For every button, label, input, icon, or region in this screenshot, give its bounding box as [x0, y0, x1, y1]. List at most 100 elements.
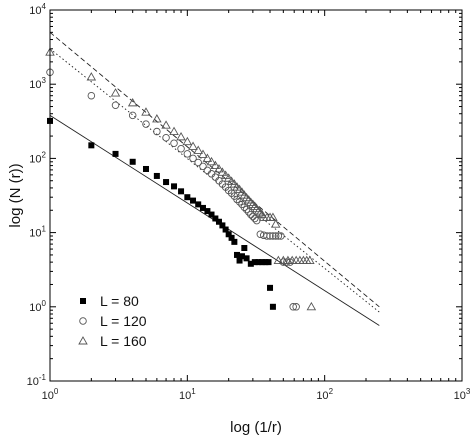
- data-point: [88, 142, 95, 149]
- data-point: [188, 141, 198, 150]
- data-point: [268, 212, 278, 221]
- data-point: [153, 172, 160, 179]
- data-point: [241, 245, 248, 252]
- x-tick-label: 103: [454, 387, 471, 402]
- data-point: [112, 150, 119, 157]
- data-point: [225, 231, 232, 238]
- data-point: [198, 149, 208, 158]
- data-point: [263, 232, 271, 240]
- data-point: [236, 257, 243, 264]
- x-tick-labels: 100 101 102 103: [42, 387, 471, 402]
- data-point: [251, 214, 259, 223]
- data-point: [142, 165, 149, 172]
- data-point: [289, 303, 297, 311]
- data-point: [199, 162, 207, 171]
- data-point: [247, 210, 255, 219]
- data-point: [248, 199, 258, 208]
- legend-label: L = 160: [100, 333, 147, 349]
- data-point: [189, 154, 197, 163]
- y-tick-labels: 10-1 100 101 102 103 104: [27, 2, 47, 388]
- y-tick-label: 101: [29, 225, 46, 240]
- data-point: [238, 253, 245, 260]
- data-point: [241, 192, 252, 202]
- data-point: [292, 303, 300, 311]
- y-tick-label: 100: [29, 299, 46, 314]
- data-point: [228, 234, 235, 241]
- data-point: [231, 238, 238, 245]
- data-point: [233, 195, 241, 204]
- data-point: [256, 230, 265, 239]
- fit-lines: [49, 31, 380, 326]
- data-point: [177, 144, 185, 153]
- legend-marker: [80, 298, 86, 304]
- x-tick-label: 100: [42, 387, 59, 402]
- legend-marker: [79, 317, 87, 325]
- data-point: [220, 170, 231, 179]
- data-point: [269, 232, 277, 240]
- data-point: [234, 251, 241, 258]
- data-point: [128, 111, 137, 120]
- data-point: [111, 101, 120, 110]
- data-point: [161, 120, 171, 129]
- legend-marker: [78, 336, 88, 345]
- data-point: [163, 179, 170, 186]
- data-point: [265, 259, 272, 266]
- data-point: [217, 167, 228, 176]
- data-point: [182, 136, 193, 146]
- data-point: [153, 127, 161, 136]
- data-point: [250, 201, 260, 210]
- legend-label: L = 120: [100, 313, 147, 329]
- legend: L = 80 L = 120 L = 160: [78, 293, 147, 349]
- data-point: [206, 156, 217, 166]
- data-point: [176, 131, 186, 141]
- data-point: [142, 120, 150, 128]
- data-point: [86, 72, 97, 81]
- data-point: [306, 301, 317, 311]
- data-point: [204, 208, 211, 215]
- data-point: [212, 215, 219, 222]
- data-point: [242, 205, 251, 214]
- data-point: [253, 206, 264, 215]
- data-point: [202, 153, 213, 162]
- data-point: [210, 160, 221, 170]
- data-markers: [45, 47, 317, 311]
- plot-frame: [49, 9, 463, 382]
- data-point: [259, 259, 266, 266]
- data-point: [251, 259, 258, 266]
- data-point: [129, 158, 136, 165]
- x-axis-label: log (1/r): [230, 419, 282, 436]
- data-point: [240, 203, 249, 211]
- data-point: [193, 145, 203, 154]
- y-tick-label: 102: [29, 150, 46, 165]
- data-point: [271, 232, 280, 240]
- data-point: [246, 197, 256, 206]
- y-tick-label: 103: [29, 76, 46, 91]
- fit-line-dashed: [49, 31, 380, 308]
- data-point: [169, 126, 179, 136]
- data-point: [171, 183, 178, 190]
- data-point: [195, 201, 202, 208]
- data-point: [249, 212, 257, 221]
- data-point: [183, 150, 192, 158]
- data-point: [178, 188, 185, 195]
- y-tick-label: 104: [29, 2, 46, 17]
- y-axis-label: log (N (r)): [7, 163, 24, 227]
- data-point: [110, 88, 121, 97]
- legend-label: L = 80: [100, 293, 139, 309]
- data-point: [223, 173, 234, 182]
- data-point: [141, 107, 151, 116]
- x-tick-label: 102: [316, 387, 333, 402]
- data-point: [244, 208, 253, 216]
- data-point: [190, 197, 197, 204]
- data-point: [170, 139, 178, 148]
- data-point: [214, 164, 224, 173]
- data-point: [274, 232, 283, 240]
- data-point: [267, 284, 274, 291]
- data-point: [222, 226, 229, 233]
- data-point: [255, 259, 262, 266]
- data-point: [255, 207, 266, 217]
- data-point: [87, 91, 96, 100]
- data-point: [277, 232, 285, 240]
- data-point: [208, 211, 215, 218]
- data-point: [305, 255, 315, 265]
